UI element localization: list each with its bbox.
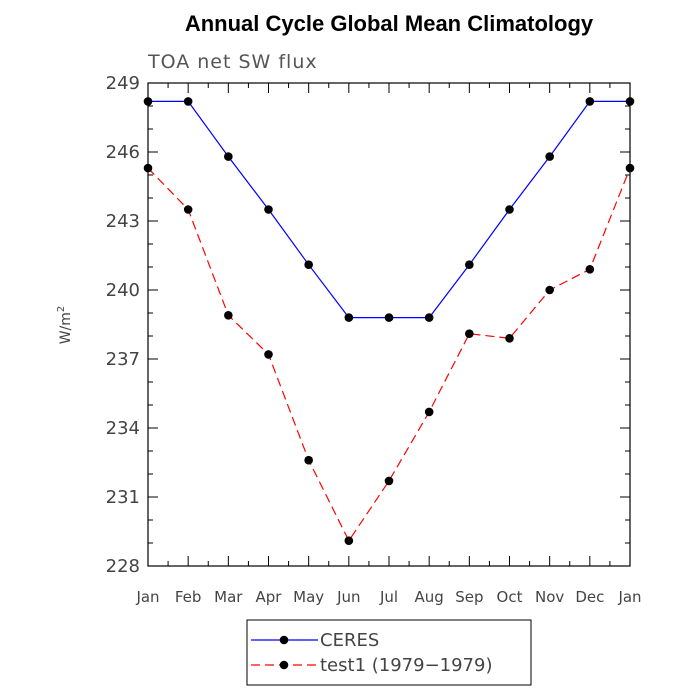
chart-subtitle: TOA net SW flux [147, 51, 318, 73]
data-point [505, 205, 514, 214]
series-layer [143, 97, 635, 545]
chart-title: Annual Cycle Global Mean Climatology [185, 11, 594, 36]
legend-marker [279, 660, 289, 670]
y-tick-label: 231 [106, 487, 140, 508]
data-point [424, 407, 434, 417]
data-point [625, 163, 635, 173]
legend: CERES test1 (1979−1979) [246, 619, 532, 686]
data-point [424, 313, 434, 322]
x-tick-label: Jul [379, 588, 398, 606]
legend-label: test1 (1979−1979) [320, 655, 493, 676]
y-tick-label: 228 [106, 556, 140, 577]
data-point [264, 350, 273, 359]
y-tick-label: 240 [106, 280, 140, 301]
data-point [465, 260, 474, 270]
series-line-ceres [148, 100, 630, 319]
data-point [224, 311, 233, 320]
data-point [304, 260, 313, 270]
data-point [585, 97, 595, 106]
x-tick-label: Aug [415, 588, 444, 606]
data-point [545, 152, 554, 161]
y-axis-label-unit: W/m [58, 312, 74, 344]
x-tick-label: Sep [455, 588, 483, 606]
data-point [304, 455, 313, 465]
data-point [143, 97, 153, 106]
x-tick-label: Oct [497, 588, 523, 606]
data-point [585, 265, 595, 274]
legend-label: CERES [320, 630, 379, 651]
y-tick-label: 249 [106, 73, 140, 94]
data-point [465, 329, 474, 339]
data-point [224, 152, 233, 161]
y-axis-label: W/m2 [56, 306, 74, 345]
data-point [384, 313, 394, 322]
data-point [264, 205, 273, 214]
x-tick-label: May [293, 588, 324, 606]
x-tick-label: Nov [535, 588, 564, 606]
data-point [183, 205, 193, 214]
data-point [143, 163, 153, 173]
x-tick-label: Apr [256, 588, 283, 606]
y-tick-label: 246 [106, 142, 140, 163]
data-point [505, 334, 514, 343]
y-tick-label: 243 [106, 211, 140, 232]
x-tick-label: Jan [617, 588, 641, 606]
y-tick-label: 234 [106, 418, 140, 439]
y-tick-label: 237 [106, 349, 140, 370]
x-tick-label: Jun [336, 588, 360, 606]
x-tick-label: Dec [575, 588, 604, 606]
data-point [545, 285, 554, 295]
plot-area [147, 82, 631, 567]
data-point [384, 476, 394, 486]
legend-marker [279, 635, 289, 645]
data-point [183, 97, 193, 106]
data-point [344, 536, 354, 545]
y-axis-label-exponent: 2 [56, 306, 67, 312]
x-tick-label: Feb [175, 588, 202, 606]
y-axis: 228 231 234 237 240 243 246 249 [106, 73, 630, 577]
x-tick-label: Mar [214, 588, 243, 606]
plot-border [147, 82, 631, 567]
x-axis: Jan Feb Mar Apr May Jun Jul Aug Sep Oct Nov Dec Jan [135, 83, 642, 606]
x-tick-label: Jan [135, 588, 159, 606]
data-point [625, 97, 635, 106]
data-point [344, 313, 354, 322]
legend-box [246, 619, 532, 686]
